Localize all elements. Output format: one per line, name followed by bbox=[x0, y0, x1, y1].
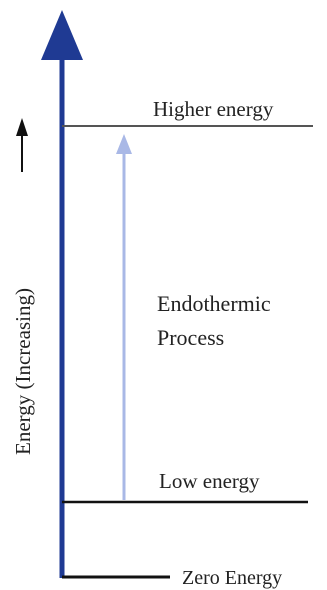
energy-axis-arrowhead bbox=[41, 10, 83, 60]
higher-energy-label: Higher energy bbox=[153, 97, 274, 121]
process-label-line1: Endothermic bbox=[157, 291, 271, 316]
process-label-line2: Process bbox=[157, 325, 224, 350]
energy-axis-label: Energy (Increasing) bbox=[11, 288, 35, 455]
zero-energy-label: Zero Energy bbox=[182, 567, 282, 589]
endothermic-transition-arrowhead bbox=[116, 134, 132, 154]
low-energy-label: Low energy bbox=[159, 469, 260, 493]
increasing-arrow-head bbox=[16, 118, 28, 136]
